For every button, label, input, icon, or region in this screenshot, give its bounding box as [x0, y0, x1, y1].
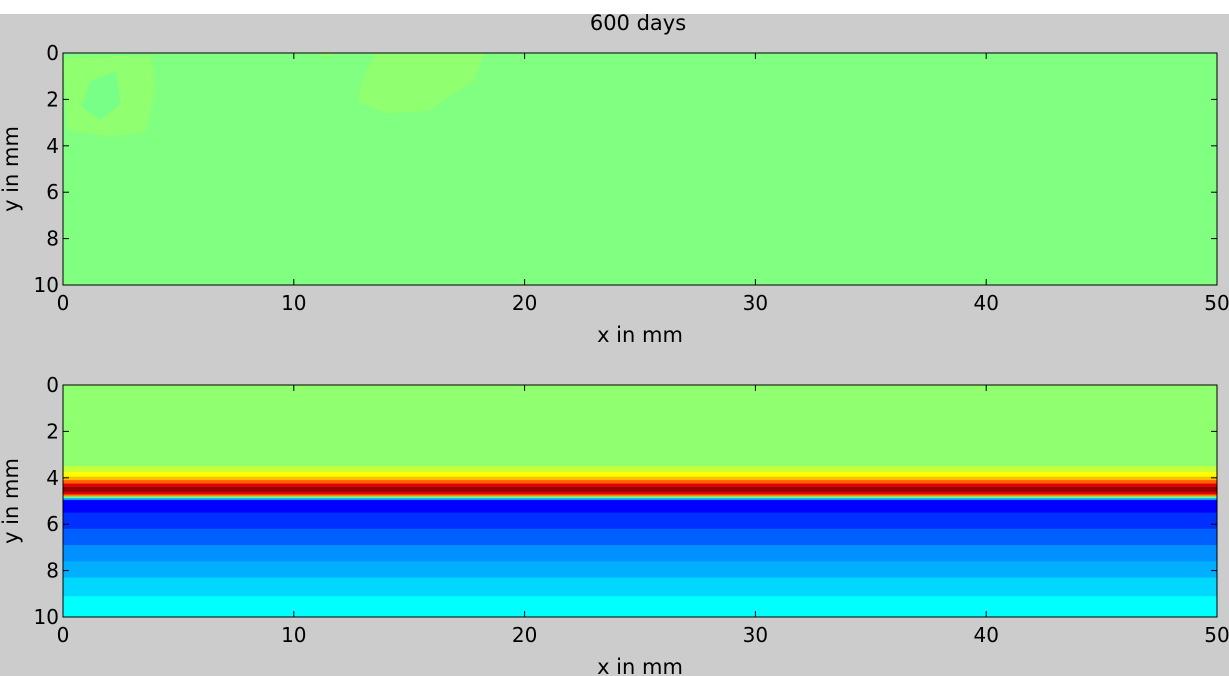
- heatmap-field: [63, 385, 1217, 617]
- heatmap-field: [63, 53, 1217, 285]
- heatmap-band: [63, 466, 1217, 473]
- heatmap-band: [63, 494, 1217, 497]
- heatmap-band: [63, 498, 1217, 501]
- heatmap-region: [358, 53, 486, 114]
- heatmap-band: [63, 528, 1217, 546]
- y-axis-label: y in mm: [0, 126, 23, 212]
- x-tick-label: 50: [1204, 623, 1229, 647]
- y-tick-label: 8: [46, 227, 59, 251]
- heatmap-background: [63, 53, 1217, 285]
- y-tick-label: 10: [34, 605, 59, 629]
- y-tick-label: 4: [46, 466, 59, 490]
- y-tick-label: 10: [34, 273, 59, 297]
- heatmap-band: [63, 577, 1217, 597]
- x-tick-label: 0: [57, 291, 70, 315]
- y-tick-label: 6: [46, 180, 59, 204]
- x-tick-label: 50: [1204, 291, 1229, 315]
- x-axis-label: x in mm: [597, 323, 683, 347]
- heatmap-band: [63, 483, 1217, 488]
- axes-frame: [62, 52, 1218, 286]
- heatmap-band: [63, 385, 1217, 467]
- x-tick-label: 10: [281, 623, 306, 647]
- y-tick-label: 0: [46, 41, 59, 65]
- y-tick-label: 4: [46, 134, 59, 158]
- axes-frame: [62, 384, 1218, 618]
- figure-title: 600 days: [590, 14, 686, 35]
- x-tick-label: 40: [973, 623, 998, 647]
- y-tick-label: 8: [46, 559, 59, 583]
- heatmap-band: [63, 596, 1217, 617]
- heatmap-band: [63, 472, 1217, 478]
- heatmap-band: [63, 496, 1217, 499]
- x-tick-label: 30: [743, 291, 768, 315]
- x-tick-label: 20: [512, 291, 537, 315]
- heatmap-band: [63, 491, 1217, 496]
- x-tick-label: 20: [512, 623, 537, 647]
- heatmap-band: [63, 487, 1217, 493]
- y-axis-label: y in mm: [0, 458, 23, 544]
- heatmap-band: [63, 500, 1217, 514]
- y-tick-label: 0: [46, 373, 59, 397]
- y-tick-label: 6: [46, 512, 59, 536]
- heatmap-band: [63, 561, 1217, 579]
- heatmap-band: [63, 476, 1217, 481]
- heatmap-band: [63, 480, 1217, 485]
- heatmap-region: [316, 53, 336, 58]
- heatmap-band: [63, 512, 1217, 530]
- x-tick-label: 0: [57, 623, 70, 647]
- heatmap-band: [63, 545, 1217, 562]
- x-tick-label: 10: [281, 291, 306, 315]
- y-tick-label: 2: [46, 419, 59, 443]
- heatmap-region: [81, 71, 121, 121]
- y-tick-label: 2: [46, 87, 59, 111]
- x-tick-label: 30: [743, 623, 768, 647]
- x-tick-label: 40: [973, 291, 998, 315]
- figure: 600 days 0 10 20 30 40 50 0 2 4 6 8 10 x in mm y in m…: [0, 14, 1229, 676]
- x-axis-label: x in mm: [597, 655, 683, 676]
